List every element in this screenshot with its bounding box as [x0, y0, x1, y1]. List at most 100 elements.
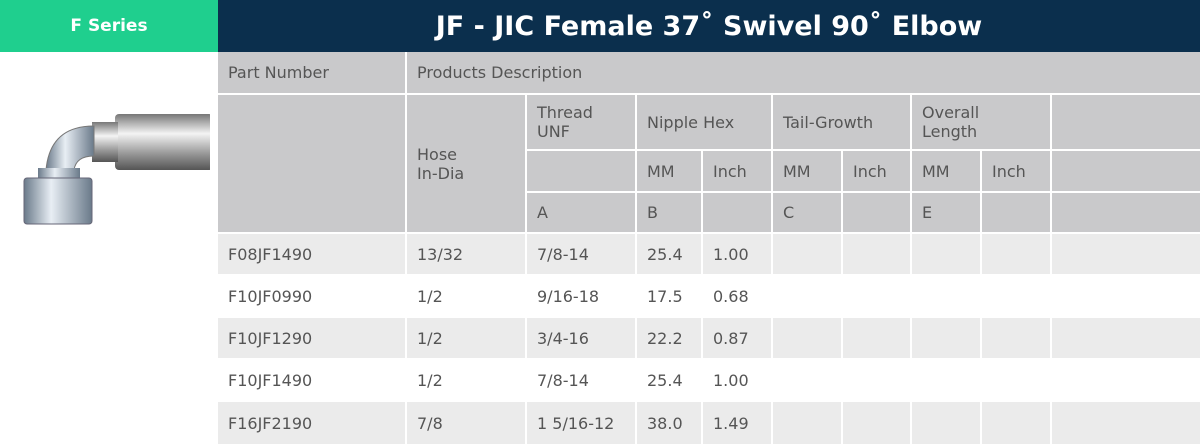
table-cell: 1 5/16-12	[527, 402, 637, 446]
cell-text: 17.5	[647, 286, 683, 306]
cell-text: Thread UNF	[537, 103, 593, 141]
cell-text: C	[783, 203, 795, 222]
table-cell: Inch	[843, 151, 912, 193]
table-cell: 0.87	[703, 318, 773, 360]
empty-cell	[843, 193, 912, 234]
empty-cell	[773, 234, 843, 276]
cell-text: 7/8-14	[537, 370, 589, 390]
table-cell: MM	[773, 151, 843, 193]
table-cell: 25.4	[637, 234, 703, 276]
cell-text: Inch	[713, 161, 747, 181]
empty-cell	[773, 276, 843, 318]
table-cell: 1/2	[407, 360, 527, 402]
empty-cell	[1052, 318, 1200, 360]
table-cell: MM	[912, 151, 982, 193]
empty-cell	[912, 276, 982, 318]
table-cell: 1/2	[407, 318, 527, 360]
cell-text: Overall Length	[922, 103, 980, 141]
empty-cell	[843, 360, 912, 402]
empty-cell	[982, 318, 1052, 360]
cell-text: 13/32	[417, 244, 464, 264]
cell-text: F10JF1490	[228, 370, 313, 390]
table-cell: 3/4-16	[527, 318, 637, 360]
empty-cell	[843, 402, 912, 446]
product-image	[23, 114, 210, 225]
empty-cell	[1052, 360, 1200, 402]
empty-cell	[703, 193, 773, 234]
cell-text: Nipple Hex	[647, 112, 735, 132]
cell-text: 1.49	[713, 413, 749, 433]
cell-text: 1.00	[713, 370, 749, 390]
table-cell: F10JF0990	[218, 276, 407, 318]
table-cell: 1/2	[407, 276, 527, 318]
table-cell: 38.0	[637, 402, 703, 446]
empty-cell	[1052, 402, 1200, 446]
table-cell: 17.5	[637, 276, 703, 318]
table-cell: 1.49	[703, 402, 773, 446]
empty-cell	[912, 318, 982, 360]
cell-text: 1.00	[713, 244, 749, 264]
cell-text: F10JF0990	[228, 286, 313, 306]
empty-cell	[912, 402, 982, 446]
empty-cell	[982, 276, 1052, 318]
cell-text: B	[647, 203, 658, 222]
table-cell: 1.00	[703, 360, 773, 402]
cell-text: Tail-Growth	[783, 112, 874, 132]
empty-cell	[912, 234, 982, 276]
table-cell: F10JF1290	[218, 318, 407, 360]
cell-text: 1 5/16-12	[537, 413, 615, 433]
cell-text: 9/16-18	[537, 286, 600, 306]
table-cell: 0.68	[703, 276, 773, 318]
table-cell: A	[527, 193, 637, 234]
empty-cell	[218, 95, 407, 234]
empty-cell	[843, 318, 912, 360]
cell-text: F10JF1290	[228, 328, 313, 348]
empty-cell	[843, 234, 912, 276]
table-cell: Hose In-Dia	[407, 95, 527, 234]
table-cell: MM	[637, 151, 703, 193]
table-cell: C	[773, 193, 843, 234]
series-tab[interactable]: F Series	[0, 0, 218, 52]
table-cell: 7/8	[407, 402, 527, 446]
cell-text: 22.2	[647, 328, 683, 348]
cell-text: A	[537, 203, 548, 222]
table-cell: 1.00	[703, 234, 773, 276]
cell-text: 0.68	[713, 286, 749, 306]
cell-text: Products Description	[417, 63, 583, 82]
empty-cell	[1052, 193, 1200, 234]
table-cell: Part Number	[218, 52, 407, 95]
cell-text: 25.4	[647, 244, 683, 264]
empty-cell	[982, 234, 1052, 276]
cell-text: 1/2	[417, 328, 443, 348]
table-cell: Overall Length	[912, 95, 1052, 151]
empty-cell	[773, 360, 843, 402]
table-cell: 9/16-18	[527, 276, 637, 318]
cell-text: 0.87	[713, 328, 749, 348]
empty-cell	[527, 151, 637, 193]
empty-cell	[843, 276, 912, 318]
table-cell: 7/8-14	[527, 234, 637, 276]
cell-text: 1/2	[417, 370, 443, 390]
cell-text: 3/4-16	[537, 328, 589, 348]
empty-cell	[773, 402, 843, 446]
cell-text: 25.4	[647, 370, 683, 390]
empty-cell	[1052, 95, 1200, 151]
empty-cell	[1052, 151, 1200, 193]
table-cell: E	[912, 193, 982, 234]
title: JF - JIC Female 37˚ Swivel 90˚ Elbow	[218, 0, 1200, 52]
cell-text: E	[922, 203, 933, 222]
table-cell: 7/8-14	[527, 360, 637, 402]
empty-cell	[1052, 276, 1200, 318]
empty-cell	[773, 318, 843, 360]
cell-text: Inch	[853, 161, 887, 181]
empty-cell	[912, 360, 982, 402]
table-cell: Nipple Hex	[637, 95, 773, 151]
table-cell: F16JF2190	[218, 402, 407, 446]
table-cell: Products Description	[407, 52, 1200, 95]
cell-text: MM	[783, 161, 811, 181]
table-cell: 22.2	[637, 318, 703, 360]
cell-text: MM	[922, 161, 950, 181]
table-cell: Inch	[982, 151, 1052, 193]
table-cell: Thread UNF	[527, 95, 637, 151]
